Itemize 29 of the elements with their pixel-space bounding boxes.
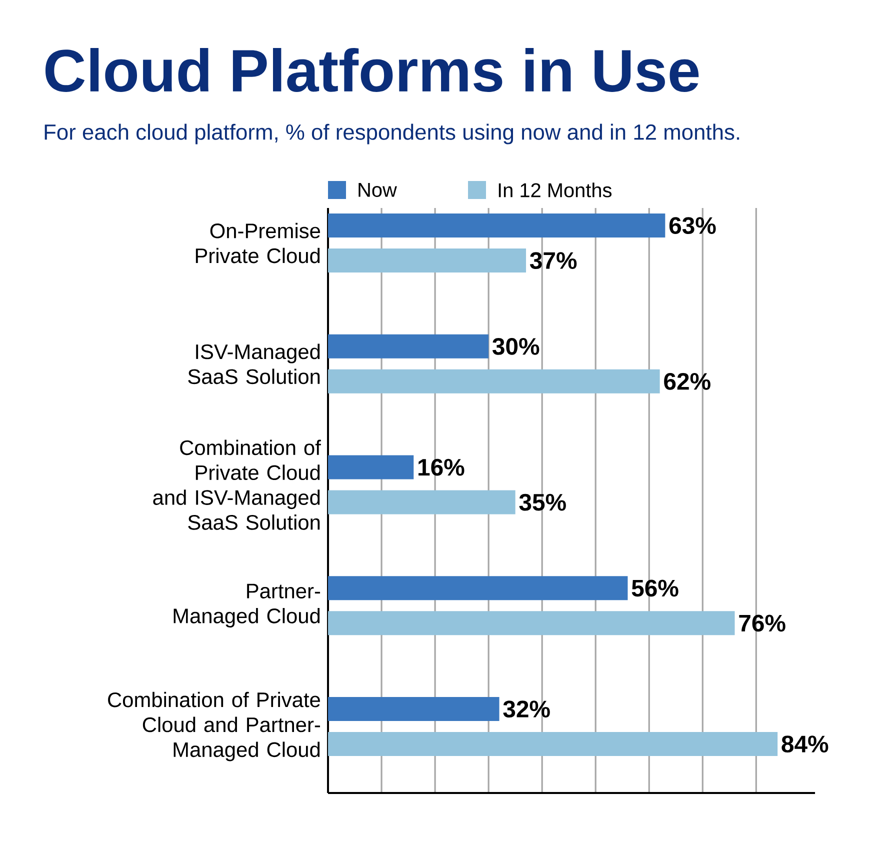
y-tick-label: Combination of Private Cloud and ISV-Managed SaaS Solution: [153, 440, 321, 530]
bar: [328, 334, 489, 358]
bar: [328, 490, 516, 514]
data-label: 62%: [664, 372, 710, 390]
y-tick-label: Combination of Private Cloud and Partner-Managed Cloud: [108, 692, 320, 762]
data-label: 76%: [739, 614, 786, 632]
bar: [328, 214, 666, 238]
data-label: 63%: [669, 217, 716, 234]
bar: [328, 369, 660, 394]
data-label: 30%: [492, 338, 540, 355]
chart-title: Cloud Platforms in Use: [45, 48, 699, 92]
bar: [328, 732, 778, 756]
legend-label: In 12 Months: [498, 182, 612, 198]
data-label: 32%: [503, 700, 550, 718]
y-tick-label: ISV-Managed SaaS Solution: [188, 344, 320, 384]
bar: [328, 611, 735, 636]
bar: [328, 248, 526, 273]
bar: [328, 455, 414, 480]
data-label: 56%: [632, 580, 678, 597]
data-label: 84%: [782, 736, 828, 752]
legend-label: Now: [358, 183, 397, 197]
bar: [328, 576, 628, 600]
data-label: 37%: [530, 252, 577, 270]
y-tick-label: On-Premise Private Cloud: [196, 222, 320, 264]
data-label: 16%: [418, 458, 464, 476]
data-label: 35%: [519, 494, 566, 511]
bar: [328, 697, 500, 722]
y-tick-label: Partner-Managed Cloud: [174, 584, 320, 628]
chart-subtitle: For each cloud platform, % of respondents using now and in 12 months.: [44, 124, 740, 144]
